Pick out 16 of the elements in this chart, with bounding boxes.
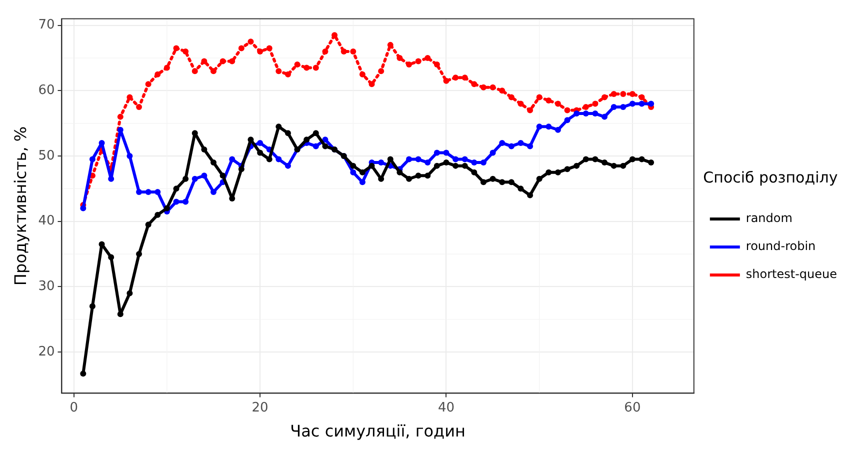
x-axis-title: Час симуляції, годин — [290, 422, 466, 441]
y-tick-label: 40 — [38, 214, 55, 229]
y-tick-label: 50 — [38, 148, 55, 164]
y-tick-label: 70 — [38, 18, 55, 33]
y-tick-label: 60 — [38, 83, 55, 98]
x-tick-label: 40 — [438, 400, 455, 416]
legend-label: round-robin — [746, 239, 816, 254]
x-tick-label: 0 — [70, 400, 78, 416]
legend-label: random — [746, 211, 792, 226]
y-axis-title: Продуктивність, % — [10, 126, 30, 286]
x-tick-label: 60 — [624, 400, 641, 416]
y-tick-label: 30 — [38, 279, 55, 294]
x-tick-label: 20 — [252, 400, 268, 416]
legend-label: shortest-queue — [746, 267, 838, 282]
y-tick-label: 20 — [38, 344, 55, 360]
legend-title: Спосіб розподілу — [703, 168, 838, 186]
